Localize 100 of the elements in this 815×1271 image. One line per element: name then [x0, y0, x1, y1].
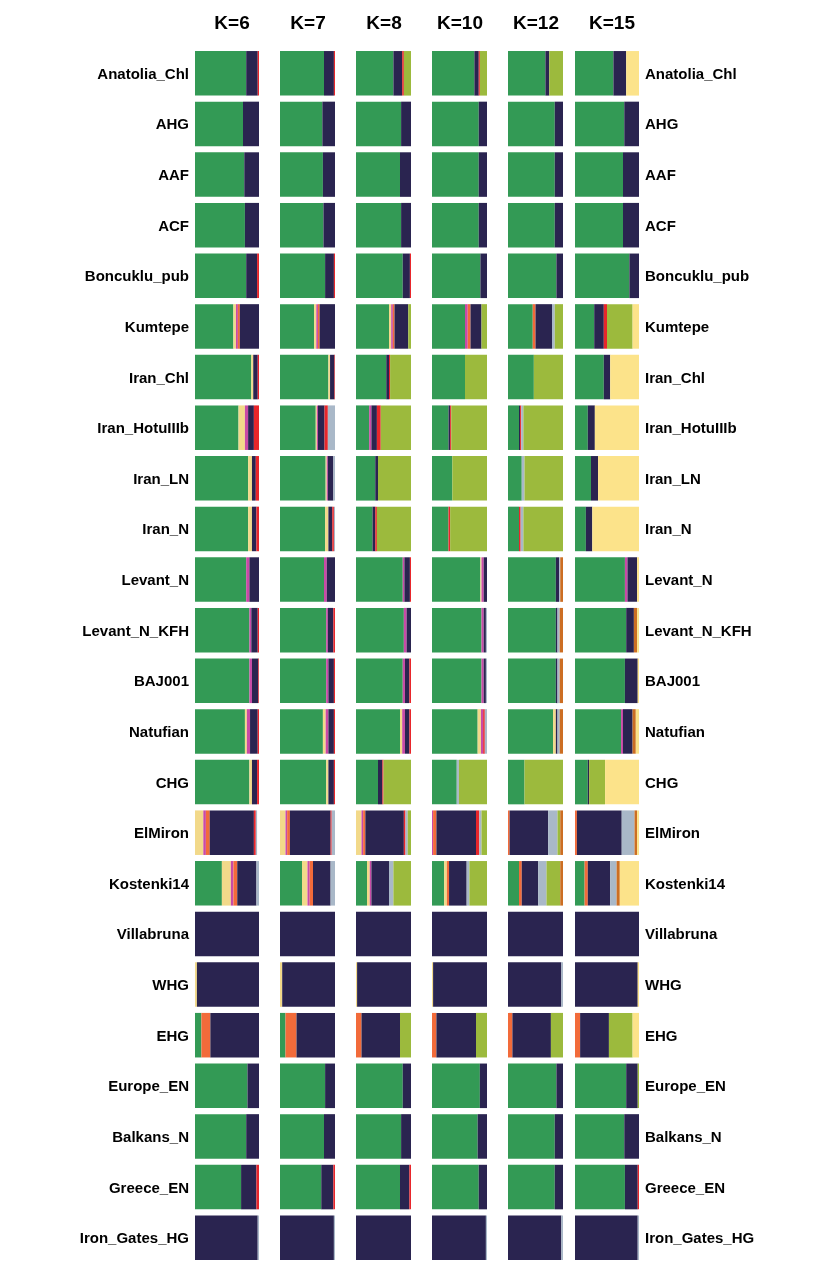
bar: [576, 810, 622, 855]
bar: [280, 202, 324, 248]
bar: [481, 304, 487, 349]
bar: [478, 202, 487, 248]
bar: [401, 1114, 411, 1159]
bar: [237, 861, 257, 906]
bar: [432, 1063, 480, 1109]
bar: [248, 456, 252, 501]
bar: [432, 405, 449, 450]
bar: [195, 709, 245, 754]
bar: [319, 304, 335, 349]
bar: [330, 861, 335, 906]
bar: [289, 810, 331, 855]
y-tick-label: Europe_EN: [645, 1077, 726, 1095]
y-tick-label: AHG: [155, 115, 189, 133]
bar: [456, 759, 459, 805]
bar: [508, 253, 557, 299]
bar: [196, 962, 259, 1007]
bar: [401, 202, 411, 248]
bar: [575, 1215, 638, 1260]
bar: [327, 607, 334, 653]
bar: [356, 253, 403, 299]
bar: [400, 152, 411, 197]
bar: [356, 911, 411, 957]
chart-title: K=7: [290, 12, 326, 33]
bar: [321, 1164, 334, 1210]
bar: [575, 911, 639, 957]
bar: [371, 405, 377, 450]
bar: [524, 759, 563, 805]
bar: [280, 304, 315, 349]
bar: [554, 304, 563, 349]
bar: [195, 405, 239, 450]
bar: [436, 810, 476, 855]
bar: [575, 557, 625, 602]
bar: [356, 557, 403, 602]
bar: [296, 1012, 335, 1058]
bar: [555, 557, 560, 602]
bar: [479, 1063, 487, 1109]
bar: [458, 759, 487, 805]
y-tick-label: Anatolia_Chl: [97, 64, 189, 82]
bar: [361, 1012, 400, 1058]
bar: [587, 405, 595, 450]
bar: [627, 557, 638, 602]
bar: [280, 456, 326, 501]
bar: [575, 709, 622, 754]
bar: [603, 304, 607, 349]
y-tick-label: Iran_HotuIIIb: [645, 419, 737, 437]
bar: [508, 709, 554, 754]
y-tick-label: Greece_EN: [108, 1178, 189, 1196]
bar: [195, 861, 222, 906]
bar: [376, 506, 411, 552]
bar: [251, 607, 258, 653]
y-tick-label: AAF: [158, 166, 189, 184]
bar: [519, 861, 522, 906]
bar: [356, 202, 402, 248]
bar: [402, 1063, 411, 1109]
bar: [432, 861, 445, 906]
bar: [238, 405, 245, 450]
bar: [195, 253, 247, 299]
bar: [626, 1063, 638, 1109]
bar: [324, 1114, 335, 1159]
y-tick-label: Boncuklu_pub: [84, 267, 189, 285]
bar: [624, 1164, 638, 1210]
bar: [508, 861, 519, 906]
bar: [560, 861, 563, 906]
bar: [195, 810, 204, 855]
chart-title: K=10: [437, 12, 483, 33]
bar: [624, 658, 638, 704]
bar: [575, 861, 585, 906]
y-tick-label: Iron_Gates_HG: [79, 1229, 189, 1247]
bar: [210, 1012, 259, 1058]
bar: [369, 405, 372, 450]
bar: [280, 405, 316, 450]
bar: [302, 861, 308, 906]
bar: [616, 861, 620, 906]
bar: [575, 101, 625, 147]
chart-title: K=8: [366, 12, 402, 33]
bar: [195, 1164, 242, 1210]
bar: [244, 405, 249, 450]
bar: [432, 101, 479, 147]
bar: [248, 405, 254, 450]
bar: [256, 1164, 259, 1210]
bar: [256, 861, 259, 906]
bar: [626, 51, 639, 96]
bar: [356, 1063, 403, 1109]
bar: [610, 354, 639, 400]
y-tick-label: Kumtepe: [645, 317, 710, 335]
bar: [575, 304, 595, 349]
bar: [356, 810, 362, 855]
bar: [401, 101, 411, 147]
bar: [404, 658, 410, 704]
bar: [575, 1114, 625, 1159]
bar: [623, 709, 633, 754]
y-tick-label: Boncuklu_pub: [645, 267, 750, 285]
bar: [548, 810, 558, 855]
bar: [432, 1215, 486, 1260]
bar: [633, 607, 638, 653]
bar: [400, 1164, 410, 1210]
y-tick-label: WHG: [645, 976, 682, 994]
bar: [546, 861, 561, 906]
